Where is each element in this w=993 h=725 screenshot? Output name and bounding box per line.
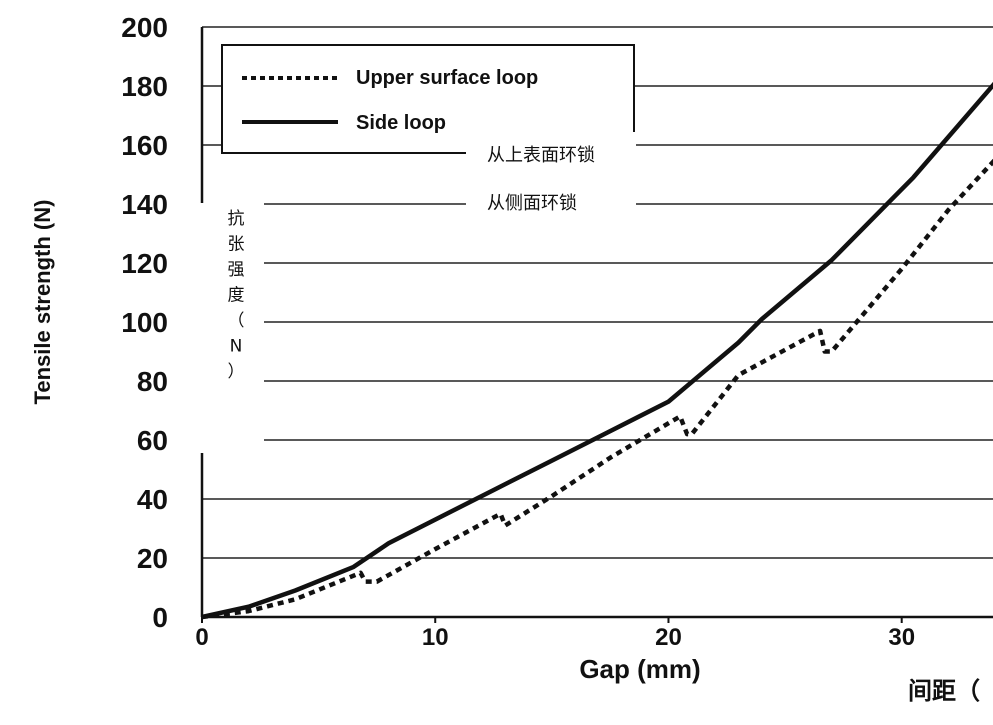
y-tick-label-200: 200	[121, 12, 168, 43]
y-tick-label-100: 100	[121, 307, 168, 338]
ylabel-cn-char: （	[228, 311, 245, 331]
ylabel-cn-char: 张	[228, 235, 245, 255]
legend-cn-patch	[466, 132, 636, 222]
y-tick-label-0: 0	[152, 602, 168, 633]
legend-label-upper-surface-loop: Upper surface loop	[356, 67, 538, 89]
legend-label-side-loop: Side loop	[356, 112, 446, 134]
x-tick-label-10: 10	[422, 624, 449, 651]
y-tick-label-120: 120	[121, 248, 168, 279]
y-tick-label-140: 140	[121, 189, 168, 220]
y-tick-label-60: 60	[137, 425, 168, 456]
ylabel-cn-char: 度	[228, 286, 245, 306]
ylabel-cn-char: 强	[228, 260, 245, 280]
y-tick-label-20: 20	[137, 543, 168, 574]
y-tick-label-180: 180	[121, 71, 168, 102]
x-tick-label-0: 0	[195, 624, 208, 651]
legend-cn-upper-surface-loop: 从上表面环锁	[487, 145, 595, 166]
ylabel-cn-patch	[200, 203, 264, 453]
y-axis-title: Tensile strength (N)	[30, 200, 55, 405]
x-axis-title-cn: 间距（	[908, 677, 980, 705]
y-tick-label-80: 80	[137, 366, 168, 397]
series-line-side-loop	[201, 81, 993, 620]
ylabel-cn-char: ）	[228, 362, 245, 382]
x-tick-label-30: 30	[888, 624, 915, 651]
y-tick-label-160: 160	[121, 130, 168, 161]
x-axis-title: Gap (mm)	[579, 654, 700, 684]
x-tick-label-20: 20	[655, 624, 682, 651]
series-lines	[201, 81, 993, 620]
ylabel-cn-char: N	[230, 337, 243, 357]
y-tick-label-40: 40	[137, 484, 168, 515]
ylabel-cn-char: 抗	[228, 209, 245, 229]
legend-cn: 从上表面环锁 从侧面环锁	[466, 132, 636, 222]
legend-cn-side-loop: 从侧面环锁	[487, 193, 577, 214]
series-line-upper-surface-loop	[201, 158, 993, 620]
